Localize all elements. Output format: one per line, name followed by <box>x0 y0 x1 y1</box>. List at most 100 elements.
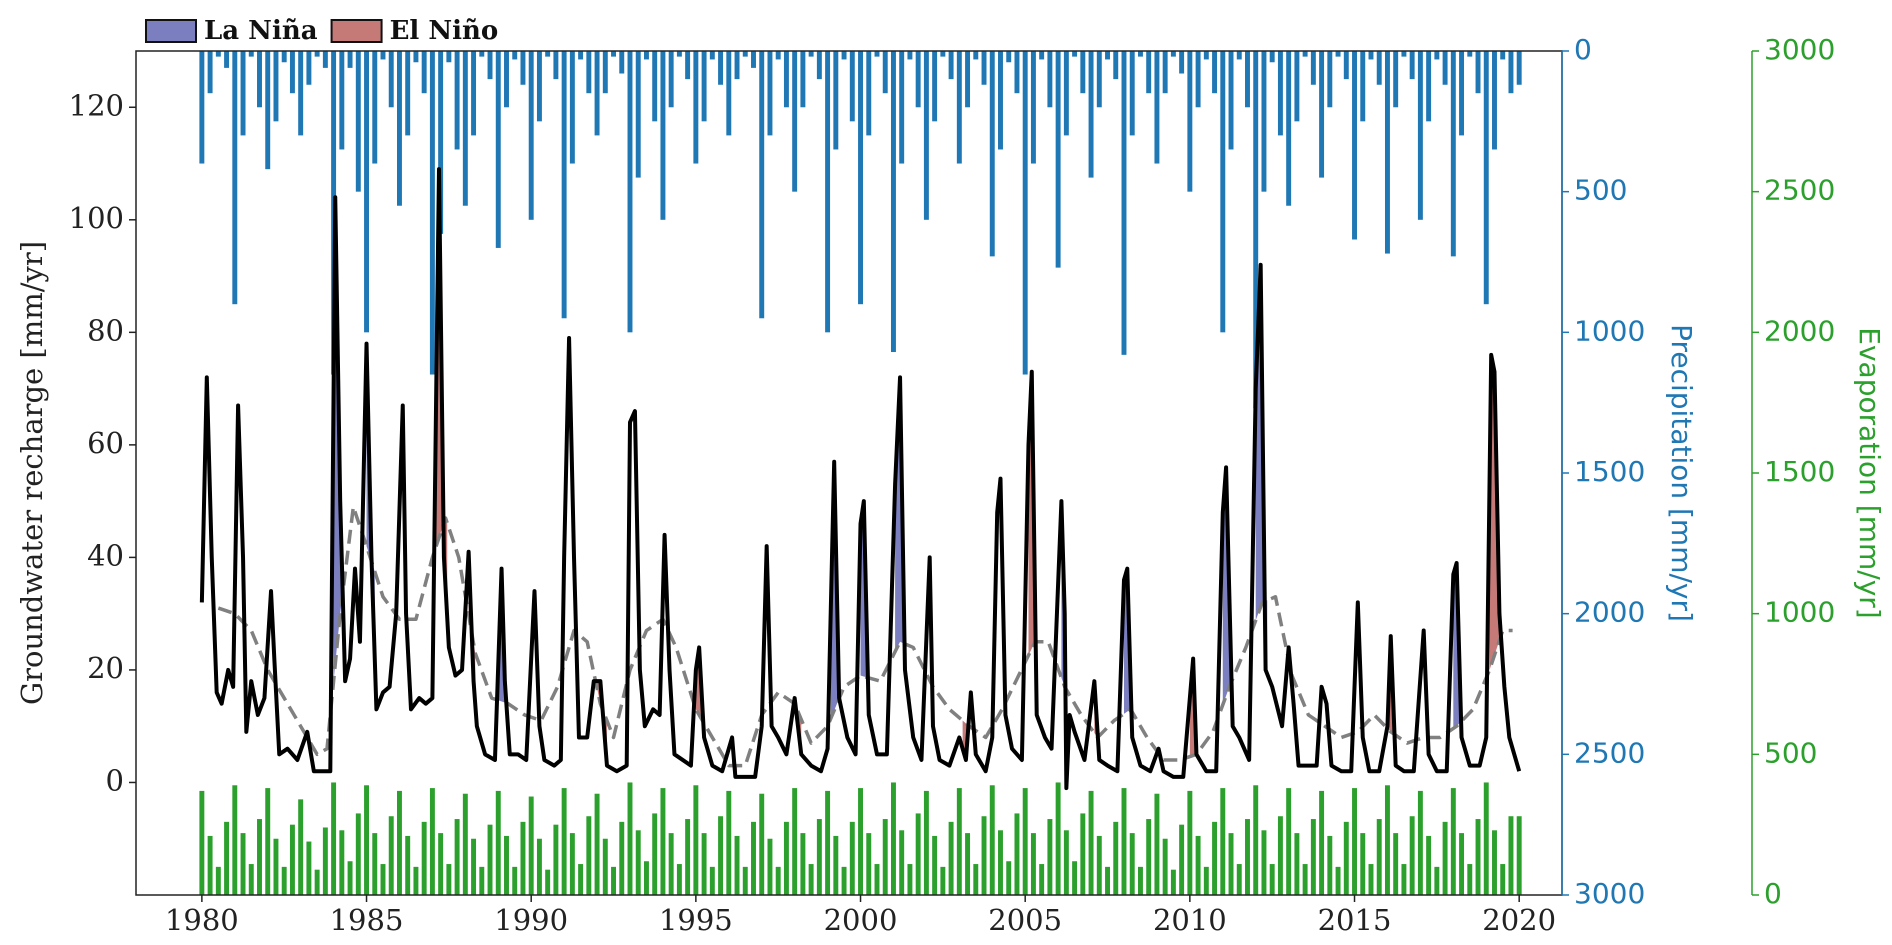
bar <box>808 51 814 57</box>
bar <box>388 816 394 895</box>
bar <box>1030 51 1036 164</box>
bar <box>1096 835 1102 895</box>
x-tick-label: 2000 <box>824 903 898 937</box>
bar <box>561 788 567 895</box>
bar <box>265 788 271 895</box>
bar <box>816 51 822 80</box>
bar <box>783 821 789 895</box>
x-tick-label: 2015 <box>1318 903 1392 937</box>
bar <box>1137 51 1143 57</box>
y3-axis-label: Evaporation [mm/yr] <box>1853 327 1886 618</box>
y-tick-label: 0 <box>106 763 124 797</box>
y2-tick-label: 2500 <box>1574 736 1645 769</box>
bar <box>1261 51 1267 192</box>
bar <box>643 861 649 895</box>
bar <box>388 51 394 108</box>
bar <box>207 835 213 895</box>
bar <box>1277 51 1283 136</box>
bar <box>948 51 954 80</box>
bar <box>981 816 987 895</box>
bar <box>306 51 312 85</box>
bar <box>635 830 641 895</box>
bar <box>479 51 485 57</box>
bar <box>685 51 691 80</box>
bar <box>1376 51 1382 85</box>
bar <box>1220 788 1226 895</box>
bar <box>1154 51 1160 164</box>
bar <box>429 51 435 375</box>
bar <box>438 833 444 895</box>
bar <box>594 793 600 895</box>
y2-tick-label: 1500 <box>1574 455 1645 488</box>
bar <box>1310 819 1316 895</box>
bar <box>232 51 238 305</box>
bar <box>1343 51 1349 80</box>
bar <box>248 864 254 895</box>
bar <box>792 788 798 895</box>
bar <box>718 51 724 85</box>
bar <box>1434 866 1440 895</box>
x-tick-label: 1985 <box>330 903 404 937</box>
bar <box>1080 813 1086 895</box>
bar <box>347 51 353 68</box>
bar <box>207 51 213 94</box>
y3-tick-label: 2500 <box>1764 174 1835 207</box>
legend-swatch <box>145 19 197 43</box>
bar <box>825 790 831 895</box>
bar <box>1170 869 1176 895</box>
bar <box>1508 51 1514 94</box>
bar <box>685 819 691 895</box>
bar <box>380 51 386 60</box>
bar <box>1319 790 1325 895</box>
bar <box>701 833 707 895</box>
bar <box>668 833 674 895</box>
bar <box>1055 782 1061 895</box>
bar <box>536 51 542 122</box>
bar <box>1253 51 1259 409</box>
bar <box>1105 51 1110 60</box>
bar <box>1360 833 1366 895</box>
bar <box>1401 51 1407 57</box>
bar <box>1277 816 1283 895</box>
bar <box>298 799 304 895</box>
bar <box>1212 51 1218 94</box>
bar <box>1269 51 1275 63</box>
bar <box>471 51 477 136</box>
bar <box>1179 51 1185 74</box>
bar <box>240 833 246 895</box>
bar <box>586 51 592 94</box>
bar <box>775 866 781 895</box>
bar <box>1508 816 1514 895</box>
bar <box>1195 51 1201 108</box>
bar <box>1286 788 1292 895</box>
bar <box>874 51 880 57</box>
bar <box>1426 51 1432 122</box>
bar <box>281 51 287 63</box>
bar <box>281 866 287 895</box>
bar <box>339 51 345 150</box>
bar <box>767 51 773 136</box>
bar <box>347 861 353 895</box>
bar <box>536 838 542 895</box>
bar <box>1080 51 1086 94</box>
bar <box>602 51 608 94</box>
bar <box>520 821 526 895</box>
bar <box>1393 51 1399 108</box>
y2-tick-label: 1000 <box>1574 314 1645 347</box>
bar <box>1022 51 1028 375</box>
y3-tick-label: 1000 <box>1764 596 1835 629</box>
bar <box>1088 51 1094 178</box>
bar <box>742 866 748 895</box>
bar <box>676 864 682 895</box>
bar <box>1492 51 1497 150</box>
bar <box>833 835 839 895</box>
bar <box>1352 51 1357 240</box>
bar <box>767 838 773 895</box>
bar <box>1203 51 1209 60</box>
bar <box>553 51 559 80</box>
bar <box>981 51 987 85</box>
bar <box>998 51 1003 150</box>
bar <box>413 51 419 63</box>
bar <box>339 830 345 895</box>
bar <box>759 793 765 895</box>
